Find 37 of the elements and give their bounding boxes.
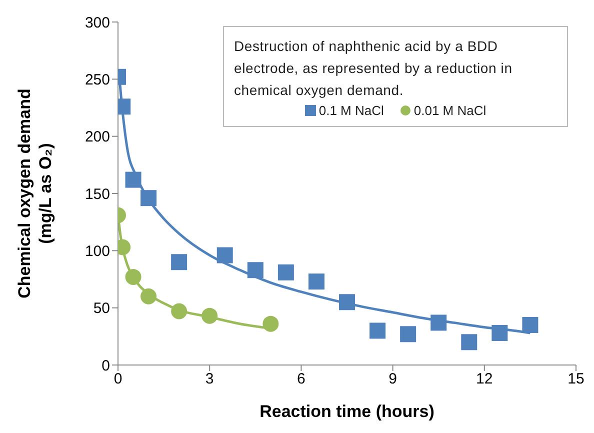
point	[522, 316, 538, 333]
x-tick-label: 3	[205, 370, 214, 388]
y-axis-title: Chemical oxygen demand (mg/L as O₂)	[15, 88, 55, 298]
x-axis-title: Reaction time (hours)	[260, 402, 434, 421]
point	[125, 172, 142, 188]
x-tick-label: 6	[297, 370, 306, 388]
x-tick-label: 9	[388, 370, 397, 388]
point	[492, 324, 508, 341]
y-tick-label: 200	[84, 128, 110, 146]
y-tick-label: 250	[84, 71, 110, 88]
point	[308, 274, 324, 290]
point	[171, 303, 188, 320]
legend-label: 0.01 M NaCl	[412, 103, 486, 118]
y-tick-label: 100	[84, 242, 110, 260]
point	[339, 294, 355, 310]
point	[461, 334, 478, 350]
y-tick-label: 300	[84, 14, 110, 32]
x-tick-label: 15	[568, 370, 584, 388]
y-tick-label: 0	[102, 357, 110, 374]
point	[278, 264, 294, 280]
point	[125, 268, 142, 285]
legend-label: 0.1 M NaCl	[318, 103, 384, 118]
point	[171, 254, 188, 270]
point	[216, 247, 233, 264]
point	[370, 322, 386, 339]
point	[202, 308, 218, 324]
y-tick-label: 50	[93, 300, 110, 318]
point	[400, 326, 416, 342]
point	[247, 262, 264, 278]
legend-title: Destruction of naphthenic acid by a BDD electrode, as represented by a reduction in chemical oxygen demand.	[234, 37, 514, 100]
point	[140, 190, 157, 206]
x-tick-label: 12	[476, 370, 493, 388]
y-tick-label: 150	[84, 186, 110, 203]
point	[140, 288, 157, 304]
x-tick-label: 0	[114, 370, 122, 388]
point	[430, 314, 447, 331]
point	[262, 316, 279, 332]
